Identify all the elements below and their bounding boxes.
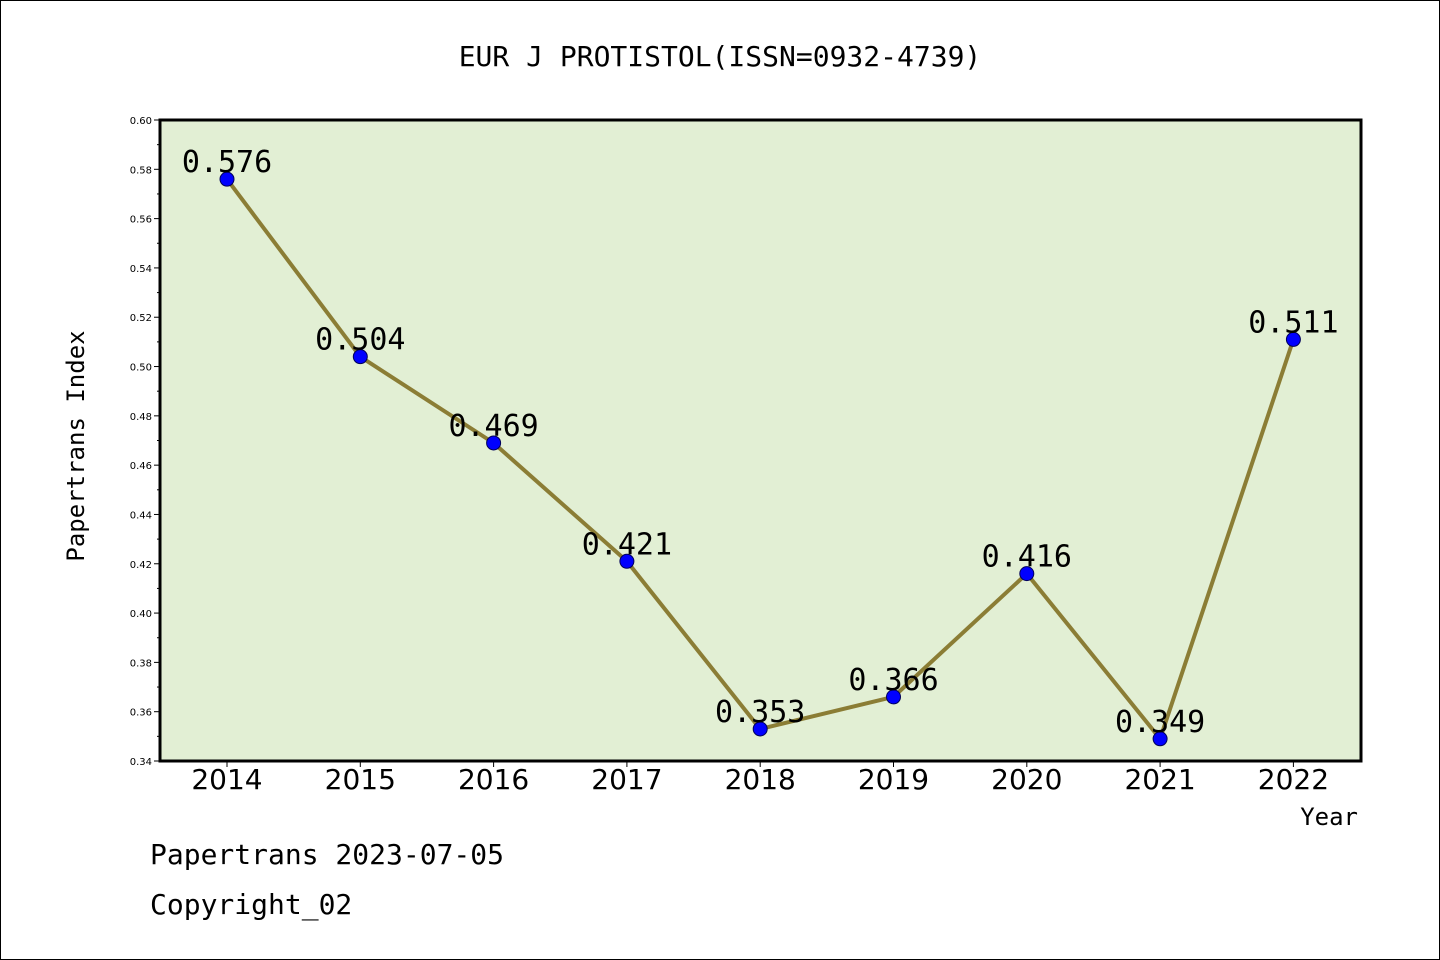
- data-label: 0.504: [315, 323, 405, 358]
- data-label: 0.576: [182, 145, 272, 180]
- x-axis: 2014 2015 2016 2017 2018 2019 2020 2021 2022: [191, 761, 1329, 796]
- y-tick-label: 0.60: [130, 116, 152, 127]
- data-label: 0.421: [582, 527, 672, 562]
- x-tick-label: 2016: [458, 763, 529, 796]
- data-labels: 0.576 0.504 0.469 0.421 0.353 0.366 0.416 0.349…: [182, 145, 1339, 740]
- y-tick-label: 0.58: [130, 165, 152, 176]
- y-tick-label: 0.50: [130, 363, 152, 374]
- x-axis-label: Year: [1300, 803, 1358, 831]
- data-label: 0.511: [1248, 305, 1338, 340]
- data-point: [886, 689, 901, 705]
- y-tick-label: 0.46: [130, 461, 152, 472]
- y-tick-label: 0.42: [130, 560, 152, 571]
- data-label: 0.469: [448, 409, 538, 444]
- data-point: [619, 553, 635, 569]
- chart-title: EUR J PROTISTOL(ISSN=0932-4739): [459, 40, 982, 73]
- x-tick-label: 2014: [191, 763, 262, 796]
- data-points: [219, 171, 1301, 747]
- y-tick-label: 0.34: [130, 757, 152, 768]
- x-tick-label: 2018: [725, 763, 796, 796]
- y-axis-label: Papertrans Index: [62, 330, 90, 561]
- plot-border: [158, 118, 1363, 763]
- y-tick-label: 0.44: [130, 510, 152, 521]
- data-point: [1285, 331, 1301, 347]
- x-tick-label: 2019: [858, 763, 929, 796]
- data-point: [352, 349, 368, 365]
- x-tick-label: 2021: [1124, 763, 1195, 796]
- plot-area: [160, 120, 1361, 761]
- data-label: 0.416: [982, 540, 1072, 575]
- data-point: [486, 435, 502, 451]
- x-tick-label: 2017: [591, 763, 662, 796]
- data-point: [1152, 731, 1168, 747]
- data-point: [219, 171, 235, 187]
- data-point: [752, 721, 768, 737]
- x-tick-label: 2020: [991, 763, 1062, 796]
- x-tick-label: 2015: [325, 763, 396, 796]
- y-tick-label: 0.52: [130, 313, 152, 324]
- y-tick-label: 0.40: [130, 609, 152, 620]
- y-tick-label: 0.36: [130, 708, 152, 719]
- y-tick-label: 0.54: [130, 264, 152, 275]
- y-tick-label: 0.56: [130, 215, 152, 226]
- y-axis: 0.34 0.36 0.38 0.40 0.42 0.44 0.46 0.48 0.50 0.52…: [130, 116, 160, 768]
- footer-date: Papertrans 2023-07-05: [150, 838, 504, 871]
- footer-copyright: Copyright_02: [150, 888, 352, 922]
- data-label: 0.353: [715, 695, 805, 730]
- x-tick-label: 2022: [1258, 763, 1329, 796]
- y-tick-label: 0.48: [130, 412, 152, 423]
- y-tick-label: 0.38: [130, 658, 152, 669]
- data-label: 0.366: [848, 663, 938, 698]
- data-point: [1019, 566, 1035, 582]
- data-label: 0.349: [1115, 705, 1205, 740]
